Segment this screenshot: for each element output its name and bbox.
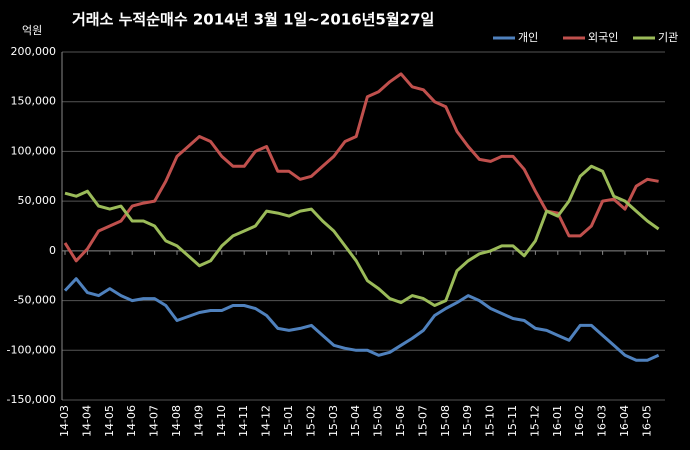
x-tick-label: 14-10 — [215, 405, 228, 437]
y-tick-label: -50,000 — [14, 294, 56, 307]
y-tick-label: 100,000 — [11, 144, 57, 157]
x-tick-label: 15-03 — [327, 405, 340, 437]
x-tick-label: 15-05 — [372, 405, 385, 437]
y-tick-label: 150,000 — [11, 95, 57, 108]
x-tick-label: 16-05 — [640, 405, 653, 437]
series-line — [63, 72, 659, 263]
legend-label: 외국인 — [588, 31, 618, 44]
x-tick-label: 14-09 — [192, 405, 205, 437]
y-tick-label: 50,000 — [18, 194, 57, 207]
x-tick-label: 14-04 — [80, 405, 93, 437]
x-tick-label: 14-06 — [125, 405, 138, 437]
x-tick-label: 16-02 — [573, 405, 586, 437]
x-tick-label: 16-04 — [618, 405, 631, 437]
y-tick-label: 0 — [49, 244, 56, 257]
x-tick-label: 15-07 — [416, 405, 429, 437]
y-tick-label: -150,000 — [7, 393, 56, 406]
x-tick-label: 15-04 — [349, 405, 362, 437]
chart-title: 거래소 누적순매수 2014년 3월 1일~2016년5월27일 — [72, 11, 434, 29]
x-tick-label: 14-08 — [170, 405, 183, 437]
series-line — [64, 164, 660, 307]
x-tick-label: 14-03 — [58, 405, 71, 437]
x-tick-label: 15-06 — [394, 405, 407, 437]
y-axis-label: 억원 — [22, 24, 42, 37]
legend-label: 기관 — [658, 31, 678, 44]
x-tick-label: 15-10 — [484, 405, 497, 437]
x-tick-label: 16-03 — [596, 405, 609, 437]
x-tick-label: 15-12 — [528, 405, 541, 437]
series-line — [63, 277, 660, 362]
x-tick-label: 14-11 — [237, 405, 250, 437]
x-tick-label: 15-08 — [439, 405, 452, 437]
y-tick-label: -100,000 — [7, 343, 56, 356]
x-tick-label: 14-07 — [148, 405, 161, 437]
legend-label: 개인 — [518, 31, 538, 44]
x-tick-label: 15-01 — [282, 405, 295, 437]
x-tick-label: 14-12 — [260, 405, 273, 437]
x-tick-label: 15-02 — [304, 405, 317, 437]
x-tick-label: 15-09 — [461, 405, 474, 437]
x-tick-label: 16-01 — [551, 405, 564, 437]
x-tick-label: 15-11 — [506, 405, 519, 437]
x-tick-label: 14-05 — [103, 405, 116, 437]
y-tick-label: 200,000 — [11, 45, 57, 58]
